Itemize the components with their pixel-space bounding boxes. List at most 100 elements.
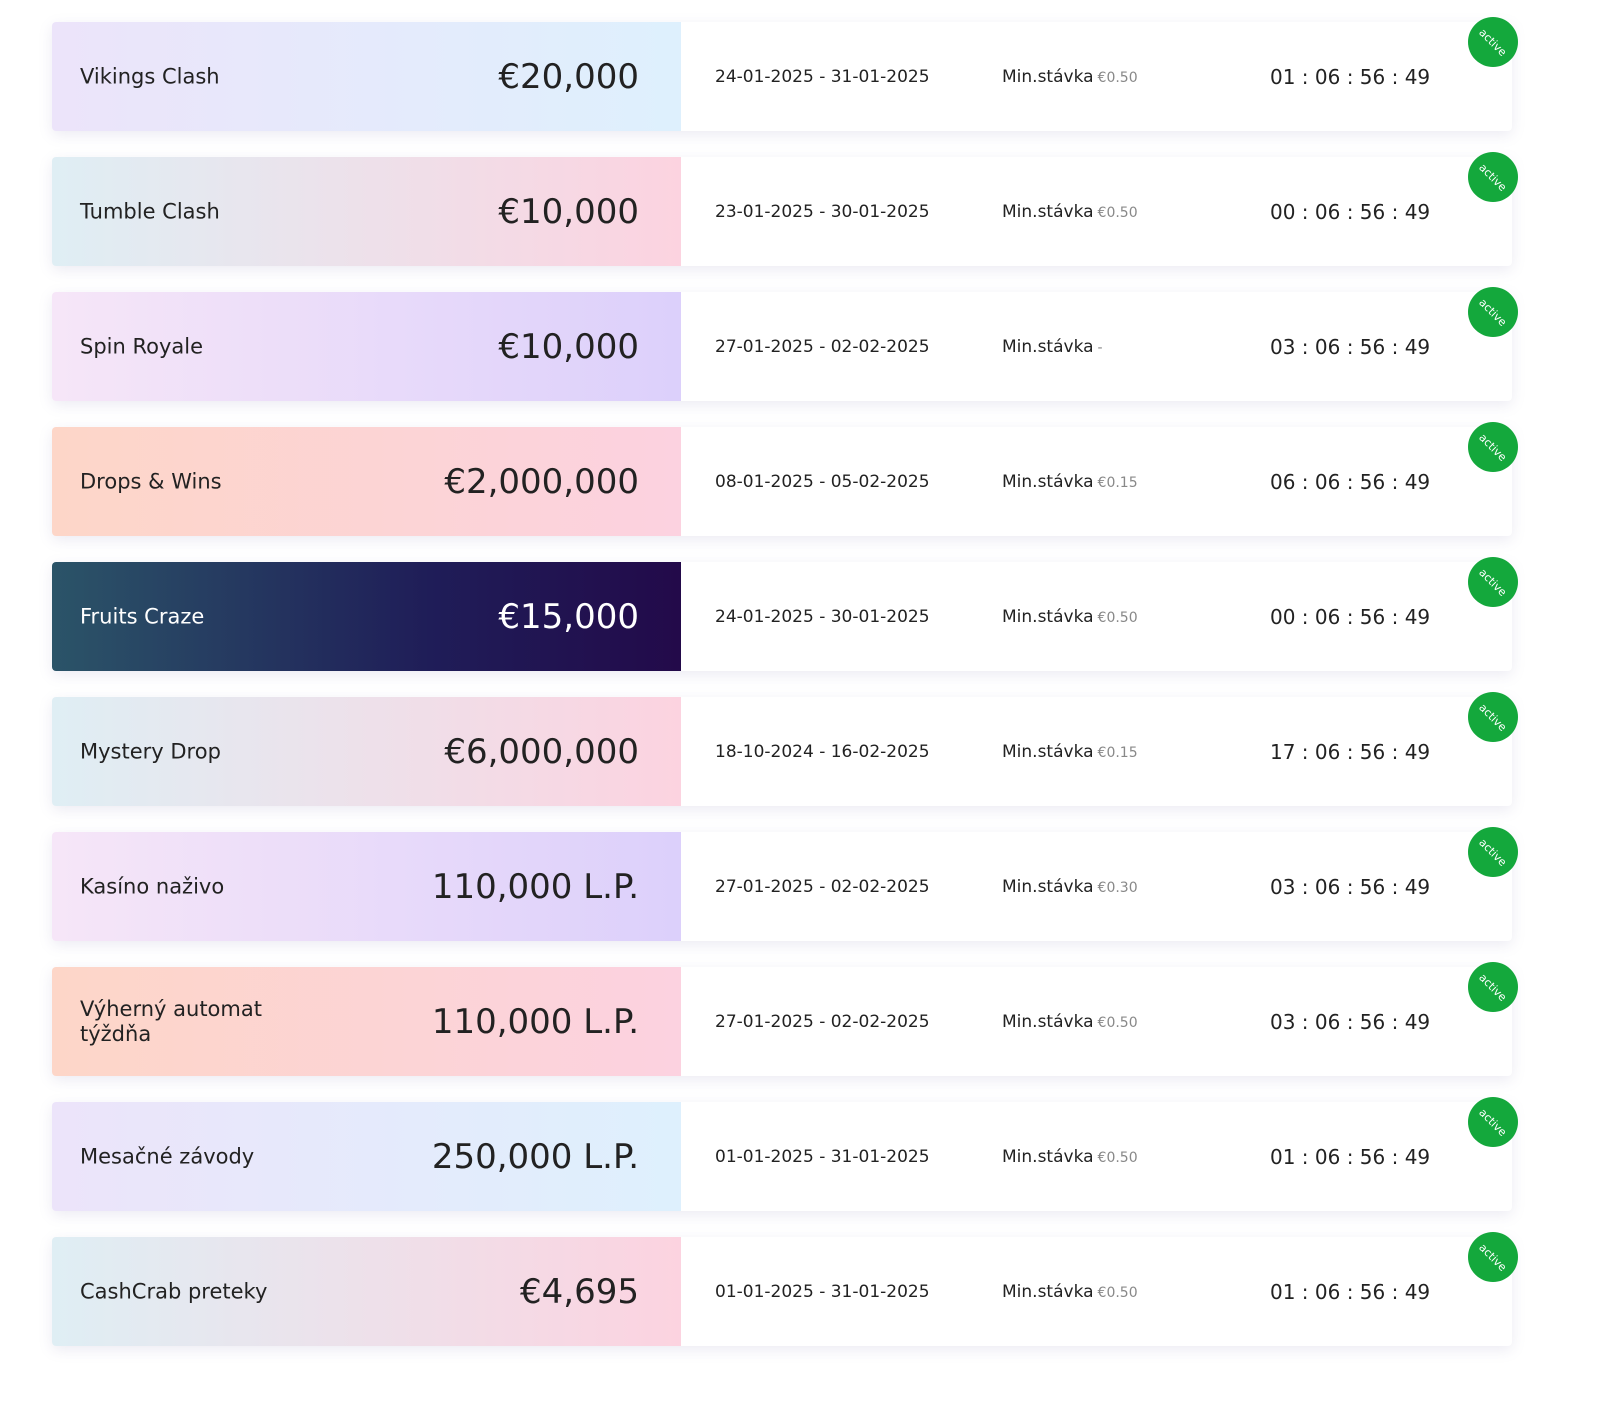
tournament-name: Drops & Wins xyxy=(80,469,222,493)
tournament-name: Tumble Clash xyxy=(80,199,220,223)
prize-amount: €6,000,000 xyxy=(444,731,639,772)
prize-amount: €10,000 xyxy=(498,191,639,232)
min-bet-value: €0.50 xyxy=(1097,69,1138,86)
min-bet: Min.stávka €0.30 xyxy=(1002,877,1138,897)
min-bet-label: Min.stávka xyxy=(1002,1011,1094,1032)
min-bet-label: Min.stávka xyxy=(1002,876,1094,897)
prize-panel: CashCrab preteky €4,695 xyxy=(52,1237,681,1346)
tournament-row[interactable]: Výherný automat týždňa 110,000 L.P. 27-01-… xyxy=(52,962,1518,1076)
status-badge: active xyxy=(1468,692,1518,742)
prize-amount: €2,000,000 xyxy=(444,461,639,502)
prize-amount: €4,695 xyxy=(520,1271,639,1312)
tournament-row[interactable]: Tumble Clash €10,000 23-01-2025 - 30-01-20… xyxy=(52,152,1518,266)
date-range: 01-01-2025 - 31-01-2025 xyxy=(715,1146,930,1167)
prize-panel: Tumble Clash €10,000 xyxy=(52,157,681,266)
tournament-row[interactable]: Mystery Drop €6,000,000 18-10-2024 - 16-02… xyxy=(52,692,1518,806)
countdown: 00 : 06 : 56 : 49 xyxy=(1270,199,1431,224)
status-text: active xyxy=(1476,1105,1510,1139)
min-bet: Min.stávka €0.15 xyxy=(1002,742,1138,762)
prize-amount: 110,000 L.P. xyxy=(431,1001,639,1042)
countdown: 01 : 06 : 56 : 49 xyxy=(1270,64,1431,89)
status-badge: active xyxy=(1468,557,1518,607)
status-badge: active xyxy=(1468,17,1518,67)
status-text: active xyxy=(1476,160,1510,194)
status-badge: active xyxy=(1468,962,1518,1012)
tournament-row[interactable]: Kasíno naživo 110,000 L.P. 27-01-2025 - 02… xyxy=(52,827,1518,941)
tournament-row[interactable]: Vikings Clash €20,000 24-01-2025 - 31-01-2… xyxy=(52,17,1518,131)
status-badge: active xyxy=(1468,827,1518,877)
status-badge: active xyxy=(1468,1097,1518,1147)
min-bet-value: €0.50 xyxy=(1097,1014,1138,1031)
countdown: 01 : 06 : 56 : 49 xyxy=(1270,1279,1431,1304)
date-range: 01-01-2025 - 31-01-2025 xyxy=(715,1281,930,1302)
date-range: 27-01-2025 - 02-02-2025 xyxy=(715,336,930,357)
tournament-name: Kasíno naživo xyxy=(80,874,225,898)
status-text: active xyxy=(1476,700,1510,734)
status-text: active xyxy=(1476,295,1510,329)
countdown: 06 : 06 : 56 : 49 xyxy=(1270,469,1431,494)
tournament-name: Spin Royale xyxy=(80,334,204,358)
tournament-name: Fruits Craze xyxy=(80,604,205,628)
min-bet: Min.stávka €0.15 xyxy=(1002,472,1138,492)
countdown: 00 : 06 : 56 : 49 xyxy=(1270,604,1431,629)
tournament-row[interactable]: Spin Royale €10,000 27-01-2025 - 02-02-202… xyxy=(52,287,1518,401)
status-text: active xyxy=(1476,1240,1510,1274)
tournament-row[interactable]: Fruits Craze €15,000 24-01-2025 - 30-01-20… xyxy=(52,557,1518,671)
min-bet: Min.stávka €0.50 xyxy=(1002,67,1138,87)
min-bet-value: €0.50 xyxy=(1097,1284,1138,1301)
status-text: active xyxy=(1476,565,1510,599)
date-range: 23-01-2025 - 30-01-2025 xyxy=(715,201,930,222)
prize-amount: 110,000 L.P. xyxy=(431,866,639,907)
prize-panel: Drops & Wins €2,000,000 xyxy=(52,427,681,536)
tournament-row[interactable]: CashCrab preteky €4,695 01-01-2025 - 31-01… xyxy=(52,1232,1518,1346)
min-bet: Min.stávka €0.50 xyxy=(1002,1147,1138,1167)
min-bet-value: €0.30 xyxy=(1097,879,1138,896)
prize-panel: Výherný automat týždňa 110,000 L.P. xyxy=(52,967,681,1076)
date-range: 24-01-2025 - 31-01-2025 xyxy=(715,66,930,87)
prize-amount: 250,000 L.P. xyxy=(431,1136,639,1177)
tournament-name: Výherný automat týždňa xyxy=(80,996,262,1046)
min-bet-value: €0.50 xyxy=(1097,1149,1138,1166)
date-range: 27-01-2025 - 02-02-2025 xyxy=(715,876,930,897)
status-badge: active xyxy=(1468,152,1518,202)
min-bet: Min.stávka - xyxy=(1002,337,1103,357)
min-bet: Min.stávka €0.50 xyxy=(1002,607,1138,627)
countdown: 03 : 06 : 56 : 49 xyxy=(1270,334,1431,359)
status-text: active xyxy=(1476,430,1510,464)
prize-panel: Spin Royale €10,000 xyxy=(52,292,681,401)
min-bet-label: Min.stávka xyxy=(1002,606,1094,627)
min-bet: Min.stávka €0.50 xyxy=(1002,202,1138,222)
min-bet-value: - xyxy=(1097,339,1103,356)
min-bet-label: Min.stávka xyxy=(1002,741,1094,762)
min-bet-value: €0.15 xyxy=(1097,744,1138,761)
min-bet: Min.stávka €0.50 xyxy=(1002,1282,1138,1302)
date-range: 24-01-2025 - 30-01-2025 xyxy=(715,606,930,627)
status-badge: active xyxy=(1468,422,1518,472)
countdown: 03 : 06 : 56 : 49 xyxy=(1270,1009,1431,1034)
prize-amount: €10,000 xyxy=(498,326,639,367)
tournament-name: Vikings Clash xyxy=(80,64,220,88)
status-text: active xyxy=(1476,970,1510,1004)
min-bet-value: €0.15 xyxy=(1097,474,1138,491)
tournament-name: CashCrab preteky xyxy=(80,1279,268,1303)
prize-amount: €20,000 xyxy=(498,56,639,97)
status-text: active xyxy=(1476,25,1510,59)
date-range: 18-10-2024 - 16-02-2025 xyxy=(715,741,930,762)
status-badge: active xyxy=(1468,287,1518,337)
min-bet-label: Min.stávka xyxy=(1002,201,1094,222)
prize-panel: Vikings Clash €20,000 xyxy=(52,22,681,131)
status-text: active xyxy=(1476,835,1510,869)
min-bet-label: Min.stávka xyxy=(1002,1281,1094,1302)
status-badge: active xyxy=(1468,1232,1518,1282)
tournament-name: Mystery Drop xyxy=(80,739,221,763)
min-bet-label: Min.stávka xyxy=(1002,336,1094,357)
min-bet-value: €0.50 xyxy=(1097,609,1138,626)
countdown: 01 : 06 : 56 : 49 xyxy=(1270,1144,1431,1169)
tournament-row[interactable]: Drops & Wins €2,000,000 08-01-2025 - 05-02… xyxy=(52,422,1518,536)
tournament-row[interactable]: Mesačné závody 250,000 L.P. 01-01-2025 - 3… xyxy=(52,1097,1518,1211)
tournament-name: Mesačné závody xyxy=(80,1144,255,1168)
min-bet-label: Min.stávka xyxy=(1002,1146,1094,1167)
date-range: 08-01-2025 - 05-02-2025 xyxy=(715,471,930,492)
min-bet-value: €0.50 xyxy=(1097,204,1138,221)
